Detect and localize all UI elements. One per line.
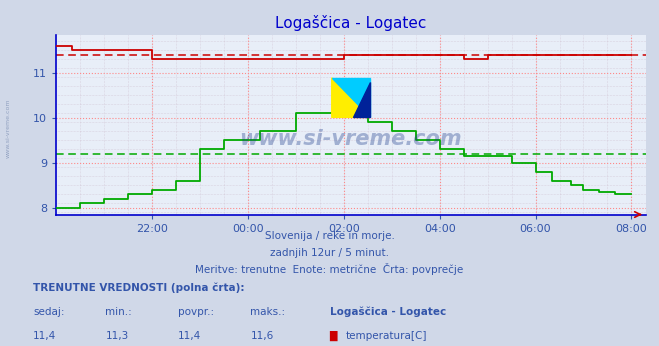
Text: povpr.:: povpr.: (178, 307, 214, 317)
Text: TRENUTNE VREDNOSTI (polna črta):: TRENUTNE VREDNOSTI (polna črta): (33, 282, 244, 293)
Text: min.:: min.: (105, 307, 132, 317)
Polygon shape (353, 82, 370, 117)
Text: 11,3: 11,3 (105, 331, 129, 341)
Title: Logaščica - Logatec: Logaščica - Logatec (275, 15, 426, 31)
Text: www.si-vreme.com: www.si-vreme.com (5, 98, 11, 158)
Text: Logaščica - Logatec: Logaščica - Logatec (330, 306, 445, 317)
Text: temperatura[C]: temperatura[C] (346, 331, 428, 341)
Text: www.si-vreme.com: www.si-vreme.com (240, 129, 462, 149)
Text: sedaj:: sedaj: (33, 307, 65, 317)
Text: Meritve: trenutne  Enote: metrične  Črta: povprečje: Meritve: trenutne Enote: metrične Črta: … (195, 263, 464, 275)
Text: 11,4: 11,4 (33, 331, 56, 341)
Text: zadnjih 12ur / 5 minut.: zadnjih 12ur / 5 minut. (270, 248, 389, 258)
Text: █: █ (330, 331, 337, 341)
Polygon shape (331, 78, 370, 117)
Polygon shape (331, 78, 370, 117)
Text: 11,6: 11,6 (250, 331, 273, 341)
Text: maks.:: maks.: (250, 307, 285, 317)
Text: 11,4: 11,4 (178, 331, 201, 341)
Text: Slovenija / reke in morje.: Slovenija / reke in morje. (264, 231, 395, 241)
